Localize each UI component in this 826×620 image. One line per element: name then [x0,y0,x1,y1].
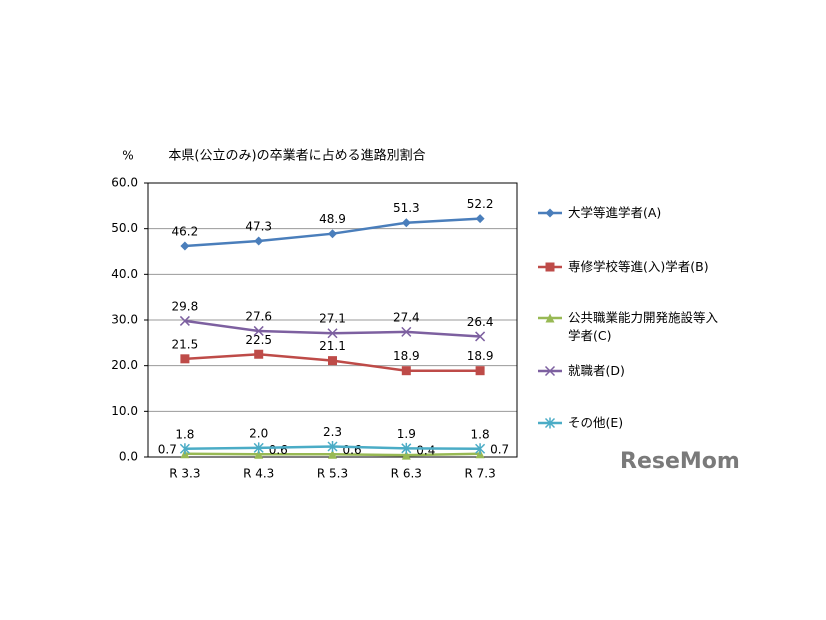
x-tick-label: R 6.3 [391,467,422,481]
data-label: 27.4 [393,310,420,324]
y-tick-label: 0.0 [119,450,138,464]
data-label: 29.8 [172,299,199,313]
data-label: 46.2 [172,225,199,239]
chart-title: 本県(公立のみ)の卒業者に占める進路別割合 [168,148,425,164]
y-tick-label: 40.0 [111,267,138,281]
data-label: 21.5 [172,337,199,351]
x-tick-label: R 4.3 [243,467,274,481]
data-label: 47.3 [245,219,272,233]
y-tick-label: 30.0 [111,313,138,327]
marker [545,262,555,272]
data-label: 0.7 [158,442,177,456]
marker [475,366,485,376]
marker [401,218,411,228]
marker [401,442,412,454]
marker [253,442,264,454]
y-tick-label: 20.0 [111,358,138,372]
marker [401,366,411,376]
marker [254,349,264,359]
marker [401,326,412,337]
data-label: 26.4 [467,315,494,329]
marker [328,229,337,239]
marker [180,241,190,251]
watermark: ReseMom [620,449,740,474]
data-label: 22.5 [245,333,272,347]
marker [179,315,190,326]
legend-label: 就職者(D) [568,363,625,378]
data-label: 1.9 [397,427,416,441]
y-tick-label: 60.0 [111,176,138,190]
x-tick-label: R 5.3 [317,467,348,481]
data-label: 27.6 [245,309,272,323]
data-label: 48.9 [319,212,346,226]
marker [254,236,264,246]
marker [544,365,556,377]
marker [179,443,190,455]
marker [545,313,555,323]
data-label: 52.2 [467,197,494,211]
data-label: 0.6 [269,443,288,457]
marker [401,450,411,460]
data-label: 21.1 [319,339,346,353]
marker [253,325,264,336]
legend-label: 公共職業能力開発施設等入学者(C) [568,310,719,343]
data-label: 18.9 [393,349,420,363]
marker [180,354,190,364]
marker [475,331,486,342]
data-label: 0.7 [490,442,509,456]
data-label: 2.0 [249,426,268,440]
data-label: 0.4 [416,444,435,458]
data-label: 2.3 [323,425,342,439]
data-label: 0.6 [343,443,362,457]
marker [254,449,264,459]
marker [545,208,555,218]
data-label: 1.8 [175,427,194,441]
legend-label: 専修学校等進(入)学者(B) [568,259,709,274]
data-label: 18.9 [467,349,494,363]
data-label: 1.8 [471,427,490,441]
marker [327,440,338,452]
legend-label: 大学等進学者(A) [568,205,662,220]
y-tick-label: 10.0 [111,404,138,418]
y-tick-label: 50.0 [111,221,138,235]
marker [328,449,337,459]
marker [327,328,338,339]
marker [475,443,486,455]
y-unit: % [122,149,133,163]
marker [544,417,556,429]
data-label: 27.1 [319,312,346,326]
x-tick-label: R 3.3 [169,467,200,481]
marker [475,214,485,224]
data-label: 51.3 [393,201,420,215]
legend-label: その他(E) [568,415,624,430]
marker [328,356,337,366]
x-tick-label: R 7.3 [464,467,495,481]
